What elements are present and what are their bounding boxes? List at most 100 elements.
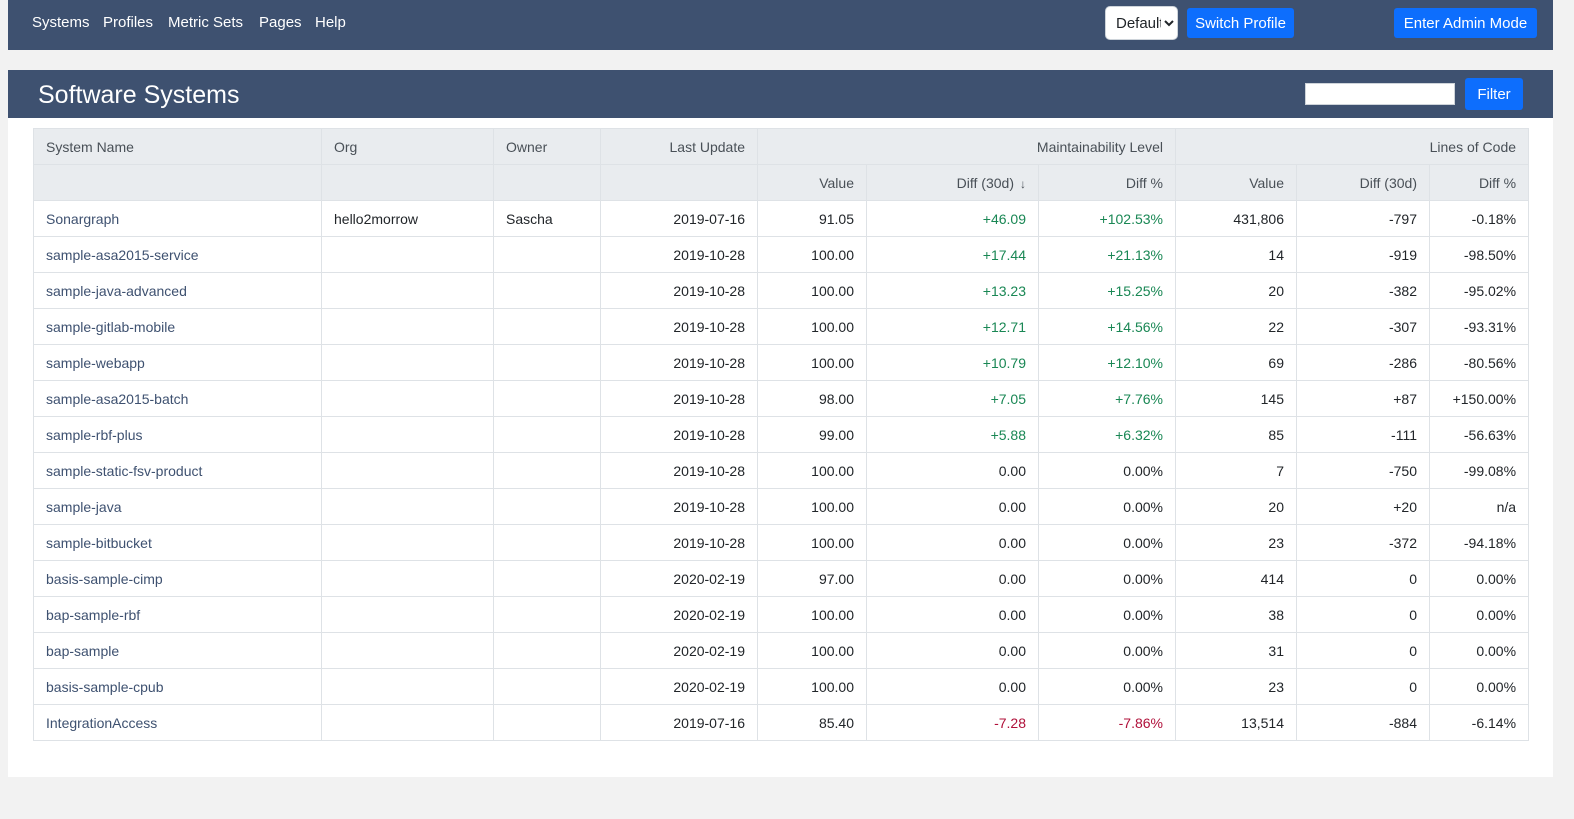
table-row[interactable]: Sonargraph hello2morrow Sascha 2019-07-1… — [33, 200, 1530, 237]
col-header-empty — [493, 164, 601, 201]
profile-select[interactable]: Default — [1105, 6, 1178, 40]
filter-button[interactable]: Filter — [1465, 78, 1523, 110]
system-name-link[interactable]: sample-asa2015-batch — [33, 380, 322, 417]
system-name-link[interactable]: sample-rbf-plus — [33, 416, 322, 453]
nav-profiles[interactable]: Profiles — [103, 14, 154, 31]
ml-diff-cell: 0.00 — [866, 596, 1039, 633]
systems-table: System Name Org Owner Last Update Mainta… — [33, 128, 1530, 741]
org-cell — [321, 668, 494, 705]
table-row[interactable]: sample-gitlab-mobile 2019-10-28 100.00 +… — [33, 308, 1530, 345]
filter-input[interactable] — [1305, 83, 1455, 105]
org-cell — [321, 524, 494, 561]
system-name-link[interactable]: bap-sample-rbf — [33, 596, 322, 633]
table-row[interactable]: sample-webapp 2019-10-28 100.00 +10.79 +… — [33, 344, 1530, 381]
col-header-loc-diff-30d[interactable]: Diff (30d) — [1296, 164, 1430, 201]
system-name-link[interactable]: sample-java-advanced — [33, 272, 322, 309]
loc-diff-pct-cell: +150.00% — [1428, 380, 1530, 417]
loc-diff-cell: -797 — [1296, 200, 1430, 237]
ml-value-cell: 99.00 — [757, 416, 867, 453]
table-row[interactable]: basis-sample-cimp 2020-02-19 97.00 0.00 … — [33, 560, 1530, 597]
ml-diff-cell: +12.71 — [866, 308, 1039, 345]
col-header-owner[interactable]: Owner — [493, 128, 601, 165]
loc-value-cell: 85 — [1175, 416, 1297, 453]
loc-value-cell: 20 — [1175, 272, 1297, 309]
owner-cell — [493, 380, 601, 417]
loc-diff-pct-cell: 0.00% — [1428, 632, 1530, 669]
ml-value-cell: 97.00 — [757, 560, 867, 597]
nav-systems[interactable]: Systems — [32, 14, 90, 31]
owner-cell — [493, 272, 601, 309]
loc-value-cell: 69 — [1175, 344, 1297, 381]
table-row[interactable]: sample-asa2015-batch 2019-10-28 98.00 +7… — [33, 380, 1530, 417]
table-row[interactable]: basis-sample-cpub 2020-02-19 100.00 0.00… — [33, 668, 1530, 705]
col-header-loc-diff-pct[interactable]: Diff % — [1428, 164, 1530, 201]
system-name-link[interactable]: sample-bitbucket — [33, 524, 322, 561]
loc-diff-cell: -382 — [1296, 272, 1430, 309]
system-name-link[interactable]: sample-java — [33, 488, 322, 525]
col-header-ml-value[interactable]: Value — [757, 164, 867, 201]
ml-value-cell: 100.00 — [757, 668, 867, 705]
loc-value-cell: 7 — [1175, 452, 1297, 489]
loc-diff-cell: -307 — [1296, 308, 1430, 345]
table-row[interactable]: sample-bitbucket 2019-10-28 100.00 0.00 … — [33, 524, 1530, 561]
loc-diff-pct-cell: -80.56% — [1428, 344, 1530, 381]
nav-metric-sets[interactable]: Metric Sets — [168, 14, 244, 31]
table-row[interactable]: IntegrationAccess 2019-07-16 85.40 -7.28… — [33, 704, 1530, 741]
system-name-link[interactable]: sample-static-fsv-product — [33, 452, 322, 489]
loc-diff-pct-cell: 0.00% — [1428, 668, 1530, 705]
loc-value-cell: 14 — [1175, 236, 1297, 273]
col-header-system-name[interactable]: System Name — [33, 128, 322, 165]
header-row-groups: System Name Org Owner Last Update Mainta… — [33, 128, 1530, 165]
last-update-cell: 2019-10-28 — [600, 416, 758, 453]
col-header-loc-value[interactable]: Value — [1175, 164, 1297, 201]
ml-diff-cell: +10.79 — [866, 344, 1039, 381]
org-cell — [321, 308, 494, 345]
nav-help[interactable]: Help — [315, 14, 346, 31]
org-cell — [321, 272, 494, 309]
ml-diff-cell: 0.00 — [866, 488, 1039, 525]
ml-diff-cell: +5.88 — [866, 416, 1039, 453]
owner-cell — [493, 560, 601, 597]
org-cell — [321, 416, 494, 453]
table-row[interactable]: sample-static-fsv-product 2019-10-28 100… — [33, 452, 1530, 489]
system-name-link[interactable]: sample-webapp — [33, 344, 322, 381]
last-update-cell: 2020-02-19 — [600, 560, 758, 597]
system-name-link[interactable]: basis-sample-cpub — [33, 668, 322, 705]
loc-value-cell: 23 — [1175, 524, 1297, 561]
loc-diff-pct-cell: n/a — [1428, 488, 1530, 525]
loc-diff-cell: +20 — [1296, 488, 1430, 525]
org-cell — [321, 488, 494, 525]
loc-diff-cell: -111 — [1296, 416, 1430, 453]
system-name-link[interactable]: sample-gitlab-mobile — [33, 308, 322, 345]
loc-diff-cell: 0 — [1296, 560, 1430, 597]
table-row[interactable]: sample-rbf-plus 2019-10-28 99.00 +5.88 +… — [33, 416, 1530, 453]
system-name-link[interactable]: Sonargraph — [33, 200, 322, 237]
enter-admin-mode-button[interactable]: Enter Admin Mode — [1394, 8, 1537, 38]
owner-cell — [493, 668, 601, 705]
loc-value-cell: 22 — [1175, 308, 1297, 345]
col-header-ml-diff-pct[interactable]: Diff % — [1038, 164, 1176, 201]
last-update-cell: 2019-07-16 — [600, 200, 758, 237]
col-header-last-update[interactable]: Last Update — [600, 128, 758, 165]
nav-pages[interactable]: Pages — [259, 14, 302, 31]
arrow-down-icon: ↓ — [1020, 176, 1026, 191]
system-name-link[interactable]: bap-sample — [33, 632, 322, 669]
system-name-link[interactable]: IntegrationAccess — [33, 704, 322, 741]
col-header-org[interactable]: Org — [321, 128, 494, 165]
system-name-link[interactable]: basis-sample-cimp — [33, 560, 322, 597]
loc-diff-cell: 0 — [1296, 668, 1430, 705]
col-header-ml-diff-30d[interactable]: Diff (30d) ↓ — [866, 164, 1039, 201]
loc-diff-pct-cell: -98.50% — [1428, 236, 1530, 273]
table-row[interactable]: bap-sample 2020-02-19 100.00 0.00 0.00% … — [33, 632, 1530, 669]
last-update-cell: 2019-10-28 — [600, 488, 758, 525]
table-row[interactable]: bap-sample-rbf 2020-02-19 100.00 0.00 0.… — [33, 596, 1530, 633]
ml-diff-cell: 0.00 — [866, 560, 1039, 597]
table-row[interactable]: sample-java-advanced 2019-10-28 100.00 +… — [33, 272, 1530, 309]
table-row[interactable]: sample-asa2015-service 2019-10-28 100.00… — [33, 236, 1530, 273]
loc-diff-cell: +87 — [1296, 380, 1430, 417]
loc-diff-pct-cell: -93.31% — [1428, 308, 1530, 345]
loc-diff-cell: 0 — [1296, 596, 1430, 633]
system-name-link[interactable]: sample-asa2015-service — [33, 236, 322, 273]
switch-profile-button[interactable]: Switch Profile — [1187, 8, 1294, 38]
table-row[interactable]: sample-java 2019-10-28 100.00 0.00 0.00%… — [33, 488, 1530, 525]
